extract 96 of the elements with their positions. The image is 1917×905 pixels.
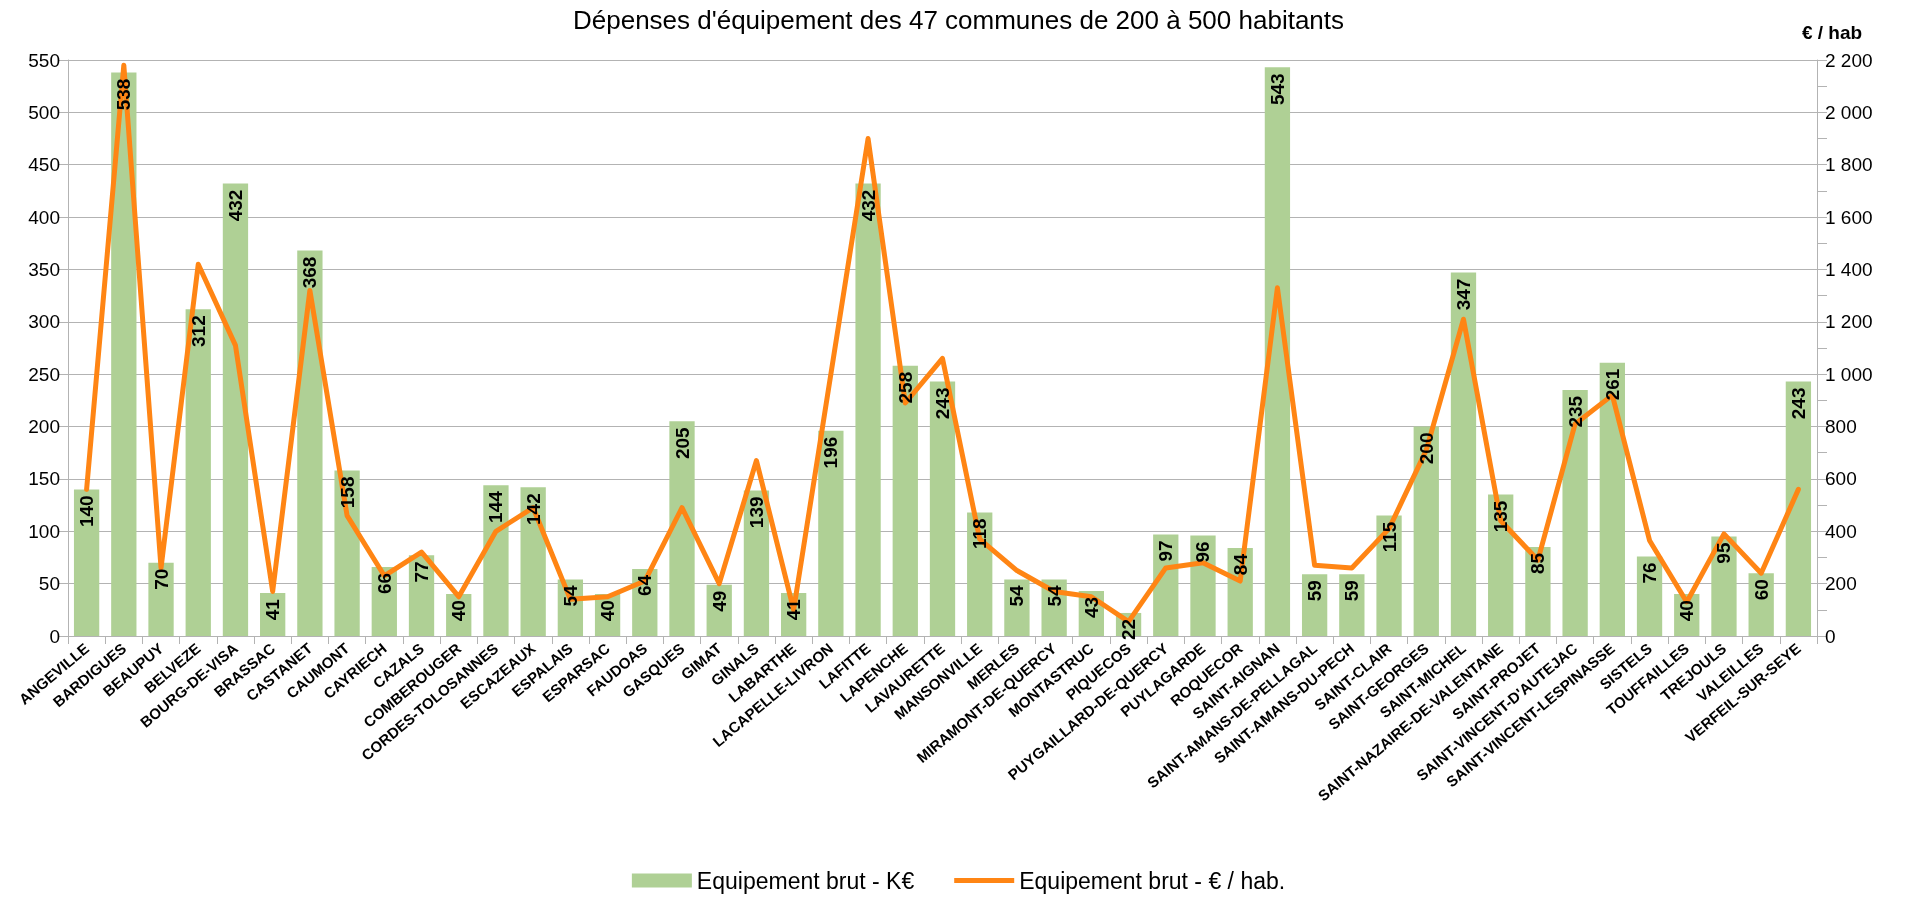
- bar: [1450, 272, 1477, 636]
- data-label: 432: [857, 189, 879, 222]
- y2-tick-label: 800: [1825, 416, 1857, 438]
- data-label: 40: [597, 600, 619, 622]
- bar: [185, 309, 211, 636]
- data-label: 54: [1043, 585, 1065, 607]
- y2-tick-label: 400: [1825, 520, 1857, 542]
- data-label: 49: [708, 590, 730, 612]
- data-label: 200: [1415, 432, 1437, 465]
- y2-tick-label: 1 800: [1825, 154, 1873, 176]
- data-label: 54: [1006, 585, 1028, 607]
- data-label: 97: [1155, 540, 1177, 562]
- data-label: 43: [1080, 596, 1102, 619]
- y-tick-label: 350: [28, 258, 60, 280]
- data-label: 139: [745, 496, 767, 529]
- data-label: 196: [820, 436, 842, 469]
- data-label: 95: [1713, 542, 1735, 564]
- bar: [1264, 67, 1291, 636]
- bar: [929, 381, 956, 636]
- y2-tick-label: 1 200: [1825, 311, 1873, 333]
- legend-label: Equipement brut - K€: [696, 867, 915, 894]
- y2-tick-label: 1 600: [1825, 206, 1873, 228]
- bar: [1413, 426, 1439, 636]
- bar: [222, 183, 249, 636]
- bar: [483, 485, 509, 636]
- data-label: 54: [559, 585, 581, 607]
- bar: [892, 365, 918, 636]
- data-label: 22: [1118, 618, 1140, 641]
- y-tick-label: 250: [28, 363, 60, 385]
- data-label: 235: [1564, 395, 1586, 428]
- y-tick-label: 150: [28, 468, 60, 490]
- bar: [297, 250, 323, 636]
- y2-tick-label: 1 000: [1825, 363, 1873, 385]
- y-tick-label: 400: [28, 206, 60, 228]
- data-label: 205: [671, 426, 693, 460]
- bar: [334, 470, 360, 636]
- data-label: 118: [969, 518, 991, 550]
- data-label: 59: [1341, 580, 1363, 602]
- data-label: 312: [187, 315, 209, 347]
- data-label: 96: [1192, 541, 1214, 563]
- y-tick-label: 500: [28, 101, 60, 123]
- bar: [148, 562, 174, 636]
- data-label: 59: [1304, 580, 1326, 602]
- y2-tick-label: 600: [1825, 468, 1857, 490]
- bar: [1562, 389, 1588, 636]
- data-label: 258: [894, 371, 916, 404]
- data-label: 144: [485, 490, 507, 523]
- data-label: 60: [1750, 579, 1772, 601]
- y2-tick-label: 2 000: [1825, 101, 1873, 123]
- bar: [1190, 535, 1216, 636]
- data-label: 158: [336, 476, 358, 509]
- bar: [818, 430, 844, 636]
- data-label: 538: [113, 78, 135, 111]
- data-label: 432: [224, 189, 246, 222]
- y2-tick-label: 200: [1825, 573, 1857, 595]
- data-label: 243: [1787, 387, 1809, 420]
- bar: [855, 183, 881, 636]
- data-label: 85: [1527, 552, 1549, 575]
- y2-tick-label: 0: [1825, 625, 1836, 647]
- y-tick-label: 100: [28, 520, 60, 542]
- data-label: 368: [299, 256, 321, 289]
- data-label: 135: [1490, 500, 1512, 533]
- data-label: 41: [783, 598, 805, 621]
- y2-tick-label: 1 400: [1825, 258, 1873, 280]
- data-label: 64: [634, 574, 656, 597]
- bar: [669, 421, 695, 636]
- data-label: 115: [1378, 521, 1400, 553]
- data-label: 543: [1266, 73, 1288, 106]
- data-label: 70: [150, 568, 172, 590]
- data-label: 76: [1639, 562, 1661, 584]
- y-tick-label: 200: [28, 416, 60, 438]
- data-label: 40: [448, 600, 470, 622]
- y-tick-label: 550: [28, 49, 60, 71]
- bar: [1785, 381, 1812, 636]
- bar: [73, 489, 100, 636]
- y-tick-label: 450: [28, 154, 60, 176]
- data-label: 142: [522, 493, 544, 525]
- data-label: 41: [262, 598, 284, 621]
- data-label: 40: [1676, 600, 1698, 622]
- y2-axis-title: € / hab: [1801, 22, 1863, 43]
- legend-label: Equipement brut - € / hab.: [1019, 867, 1286, 894]
- data-label: 77: [411, 561, 433, 583]
- y-tick-label: 0: [49, 625, 60, 647]
- data-label: 66: [373, 572, 395, 595]
- data-label: 347: [1452, 278, 1474, 311]
- y-tick-label: 50: [38, 573, 60, 595]
- chart-title: Dépenses d'équipement des 47 communes de 200 à 500 habitants: [572, 5, 1345, 35]
- bar: [1004, 579, 1030, 636]
- bar: [1376, 515, 1402, 636]
- bar: [1599, 362, 1625, 636]
- data-label: 243: [932, 387, 953, 420]
- data-label: 84: [1229, 553, 1251, 576]
- y2-tick-label: 2 200: [1825, 49, 1873, 71]
- data-label: 261: [1601, 368, 1623, 401]
- y-tick-label: 300: [28, 311, 60, 333]
- data-label: 140: [76, 495, 98, 528]
